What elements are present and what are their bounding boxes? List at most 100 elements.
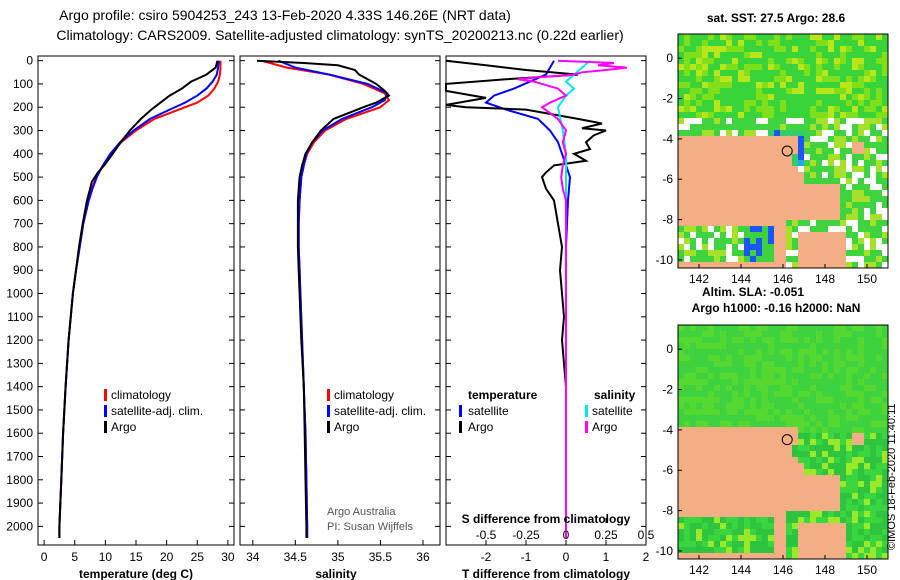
map-cell [774, 325, 780, 331]
map-cell [792, 541, 798, 547]
map-cell [852, 160, 858, 166]
map-cell [852, 361, 858, 367]
map-cell [846, 391, 852, 397]
map-cell [750, 40, 756, 46]
map-cell [864, 451, 870, 457]
map-cell [852, 220, 858, 226]
map-cell [840, 391, 846, 397]
map-cell [882, 553, 888, 559]
map-cell [846, 142, 852, 148]
map-cell [840, 178, 846, 184]
map-cell [690, 445, 696, 451]
map-cell [780, 154, 786, 160]
map-cell [852, 331, 858, 337]
map-cell [720, 397, 726, 403]
map-cell [744, 433, 750, 439]
map-cell [840, 451, 846, 457]
map-cell [846, 433, 852, 439]
map-cell [702, 214, 708, 220]
map-cell [876, 178, 882, 184]
map-cell [678, 226, 684, 232]
map-cell [774, 541, 780, 547]
map-cell [774, 46, 780, 52]
legend-swatch-s-satellite [585, 405, 588, 417]
map-cell [816, 469, 822, 475]
map-cell [846, 70, 852, 76]
map-cell [774, 34, 780, 40]
map-cell [798, 106, 804, 112]
map-cell [786, 118, 792, 124]
map-cell [876, 415, 882, 421]
map-cell [786, 541, 792, 547]
map-cell [738, 148, 744, 154]
map-cell [786, 250, 792, 256]
map-cell [732, 118, 738, 124]
map-cell [738, 499, 744, 505]
map-cell [720, 148, 726, 154]
map-cell [840, 535, 846, 541]
map-cell [864, 118, 870, 124]
map-cell [876, 88, 882, 94]
map-cell [762, 331, 768, 337]
map-cell [810, 178, 816, 184]
map-cell [696, 148, 702, 154]
map-cell [882, 214, 888, 220]
map-cell [822, 469, 828, 475]
map-cell [768, 250, 774, 256]
salinity-xlabel: salinity [315, 567, 357, 580]
map-cell [762, 511, 768, 517]
map-cell [768, 160, 774, 166]
map-cell [702, 403, 708, 409]
map-cell [678, 184, 684, 190]
map-cell [720, 457, 726, 463]
map-lat-label: -8 [662, 213, 673, 227]
map-cell [828, 505, 834, 511]
map-cell [720, 517, 726, 523]
map-cell [780, 124, 786, 130]
map-cell [768, 106, 774, 112]
map-cell [864, 172, 870, 178]
map-cell [798, 421, 804, 427]
map-cell [774, 355, 780, 361]
map-cell [750, 226, 756, 232]
map-cell [852, 142, 858, 148]
map-cell [774, 523, 780, 529]
map-cell [756, 76, 762, 82]
map-cell [708, 106, 714, 112]
map-cell [810, 409, 816, 415]
map-cell [732, 100, 738, 106]
map-cell [696, 166, 702, 172]
map-cell [708, 220, 714, 226]
map-cell [684, 325, 690, 331]
map-cell [696, 244, 702, 250]
map-cell [798, 547, 804, 553]
map-cell [702, 361, 708, 367]
temperature-x-tick-label: 5 [71, 550, 78, 564]
map-cell [804, 391, 810, 397]
map-cell [780, 505, 786, 511]
map-cell [834, 244, 840, 250]
map-cell [870, 154, 876, 160]
salinity-x-tick-label: 34 [246, 550, 260, 564]
map-cell [816, 232, 822, 238]
depth-tick-label: 1300 [6, 356, 33, 370]
map-cell [762, 124, 768, 130]
map-cell [684, 82, 690, 88]
map-cell [738, 94, 744, 100]
map-cell [702, 541, 708, 547]
s-difference-xlabel: S difference from climatology [462, 512, 631, 526]
map-cell [840, 148, 846, 154]
map-cell [798, 142, 804, 148]
map-cell [858, 118, 864, 124]
map-cell [798, 325, 804, 331]
map-cell [684, 226, 690, 232]
map-cell [870, 553, 876, 559]
map-cell [792, 523, 798, 529]
map-cell [762, 184, 768, 190]
map-cell [858, 244, 864, 250]
map-cell [840, 439, 846, 445]
map-cell [678, 214, 684, 220]
map-cell [756, 142, 762, 148]
map-cell [798, 136, 804, 142]
map-cell [732, 106, 738, 112]
